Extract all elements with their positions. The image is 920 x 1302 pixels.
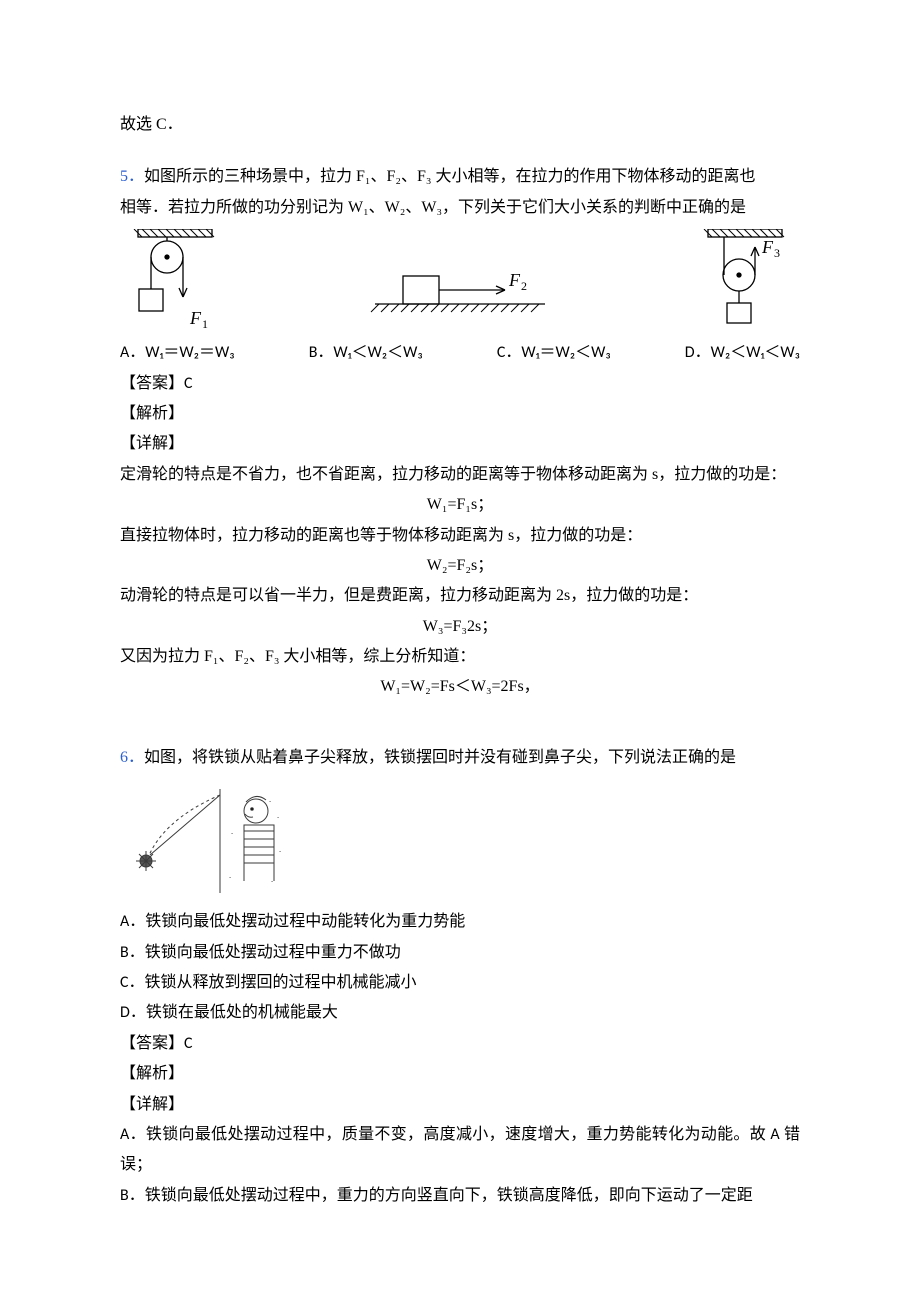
q5-stem-line1: 5．如图所示的三种场景中，拉力 F₁、F₂、F₃ 大小相等，在拉力的作用下物体移… — [120, 162, 800, 192]
q6-analysis-label: 【解析】 — [120, 1059, 800, 1089]
f1-sub: 1 — [202, 317, 208, 331]
q5-expl1: 定滑轮的特点是不省力，也不省距离，拉力移动的距离等于物体移动距离为 s，拉力做的… — [120, 460, 800, 490]
q5-eq4: W₁=W₂=Fs＜W₃=2Fs， — [120, 672, 800, 702]
q6-option-b: B．铁锁向最低处摆动过程中重力不做功 — [120, 938, 800, 968]
page: 故选 C． 5．如图所示的三种场景中，拉力 F₁、F₂、F₃ 大小相等，在拉力的… — [0, 0, 920, 1302]
f1-label: F — [189, 308, 202, 328]
q6-figure — [120, 781, 800, 901]
q5-option-a: A．W₁＝W₂＝W₃ — [120, 338, 235, 368]
q5-diagram-3: F 3 — [690, 229, 800, 334]
f2-sub: 2 — [521, 279, 527, 293]
q5-option-b: B．W₁＜W₂＜W₃ — [309, 338, 423, 368]
q6-opt-b-text: ．铁锁向最低处摆动过程中重力不做功 — [129, 944, 401, 961]
q6-option-d: D．铁锁在最低处的机械能最大 — [120, 998, 800, 1028]
q5-answer-value: C — [184, 374, 193, 393]
q6-expl-a-text: ．铁锁向最低处摆动过程中，质量不变，高度减小，速度增大，重力势能转化为动能。故 — [129, 1126, 770, 1143]
q5-expl2: 直接拉物体时，拉力移动的距离也等于物体移动距离为 s，拉力做的功是： — [120, 521, 800, 551]
q5-eq2: W₂=F₂s； — [120, 551, 800, 581]
f3-sub: 3 — [774, 246, 780, 260]
q6-opt-d-text: ．铁锁在最低处的机械能最大 — [130, 1004, 338, 1021]
q5-answer-label: 【答案】 — [120, 375, 184, 392]
q6-expl-b-text: ．铁锁向最低处摆动过程中，重力的方向竖直向下，铁锁高度降低，即向下运动了一定距 — [129, 1187, 753, 1204]
f3-label: F — [761, 237, 774, 257]
q5-diagram-2: F 2 — [365, 264, 555, 334]
q5-diagrams: F 1 F 2 — [120, 229, 800, 334]
q6-answer-label: 【答案】 — [120, 1035, 184, 1052]
q5-eq1: W₁=F₁s； — [120, 490, 800, 520]
q6-expl-a: A．铁锁向最低处摆动过程中，质量不变，高度减小，速度增大，重力势能转化为动能。故… — [120, 1120, 800, 1181]
q5-option-c: C．W₁＝W₂＜W₃ — [497, 338, 611, 368]
q5-expl3: 动滑轮的特点是可以省一半力，但是费距离，拉力移动距离为 2s，拉力做的功是： — [120, 581, 800, 611]
q6-number: 6． — [120, 749, 144, 766]
q5-stem-line2: 相等．若拉力所做的功分别记为 W₁、W₂、W₃，下列关于它们大小关系的判断中正确… — [120, 193, 800, 223]
q6-opt-c-text: ．铁锁从释放到摆回的过程中机械能减小 — [129, 974, 417, 991]
q5-option-d: D．W₂＜W₁＜W₃ — [685, 338, 800, 368]
q6-option-c: C．铁锁从释放到摆回的过程中机械能减小 — [120, 968, 800, 998]
q5-detail-label: 【详解】 — [120, 429, 800, 459]
q5-answer: 【答案】C — [120, 369, 800, 399]
q5-diagram-1: F 1 — [120, 229, 230, 334]
q6-opt-a-text: ．铁锁向最低处摆动过程中动能转化为重力势能 — [129, 913, 465, 930]
q6-option-a: A．铁锁向最低处摆动过程中动能转化为重力势能 — [120, 907, 800, 937]
intro-line: 故选 C． — [120, 110, 800, 140]
q6-answer: 【答案】C — [120, 1029, 800, 1059]
q5-options: A．W₁＝W₂＝W₃ B．W₁＜W₂＜W₃ C．W₁＝W₂＜W₃ D．W₂＜W₁… — [120, 338, 800, 368]
q6-answer-value: C — [184, 1034, 193, 1053]
q5-eq3: W₃=F₃2s； — [120, 612, 800, 642]
q5-expl4: 又因为拉力 F₁、F₂、F₃ 大小相等，综上分析知道： — [120, 642, 800, 672]
q6-stem: 6．如图，将铁锁从贴着鼻子尖释放，铁锁摆回时并没有碰到鼻子尖，下列说法正确的是 — [120, 743, 800, 773]
q5-number: 5． — [120, 168, 144, 185]
q6-detail-label: 【详解】 — [120, 1090, 800, 1120]
q5-analysis-label: 【解析】 — [120, 399, 800, 429]
q6-expl-b: B．铁锁向最低处摆动过程中，重力的方向竖直向下，铁锁高度降低，即向下运动了一定距 — [120, 1181, 800, 1211]
spacer — [120, 703, 800, 743]
f2-label: F — [508, 270, 521, 290]
q5-stem-text1: 如图所示的三种场景中，拉力 F₁、F₂、F₃ 大小相等，在拉力的作用下物体移动的… — [144, 168, 755, 185]
q6-stem-text: 如图，将铁锁从贴着鼻子尖释放，铁锁摆回时并没有碰到鼻子尖，下列说法正确的是 — [144, 749, 736, 766]
spacer — [120, 140, 800, 162]
